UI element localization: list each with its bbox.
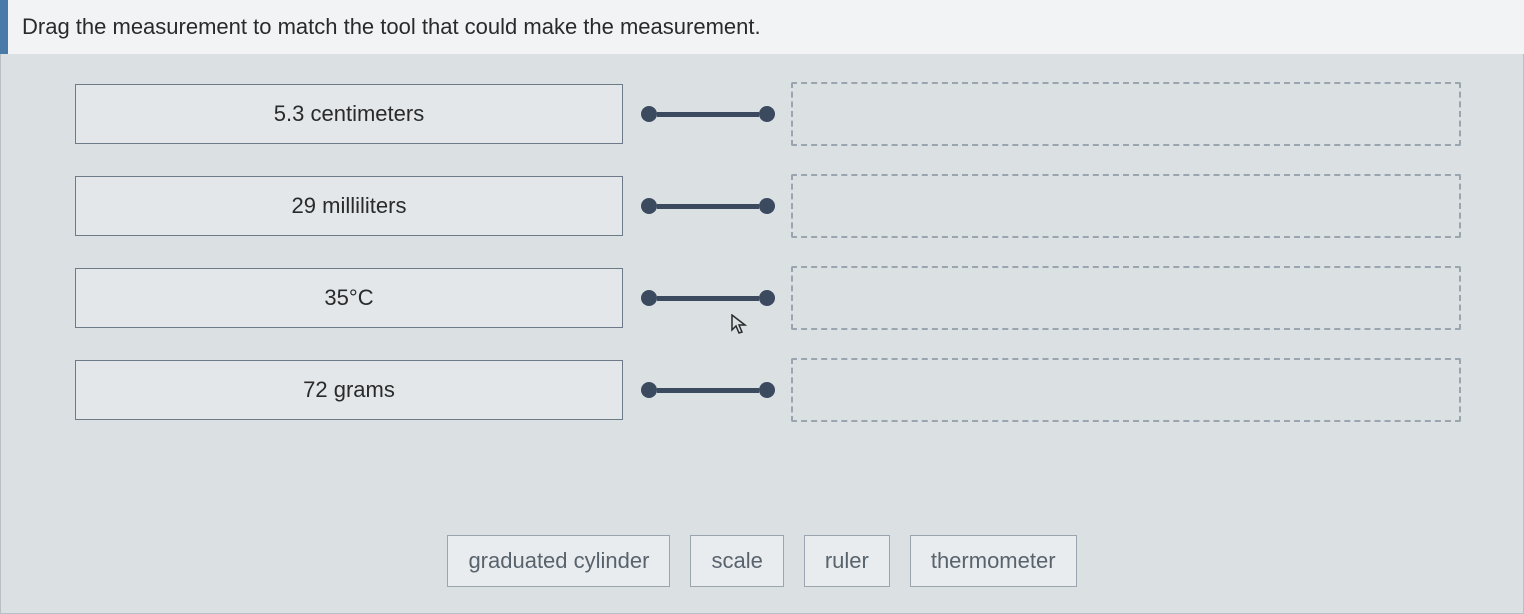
- connector: [641, 290, 775, 306]
- pool-item-label: scale: [711, 548, 762, 573]
- instruction-text: Drag the measurement to match the tool t…: [0, 0, 1524, 54]
- connector-dot-left: [641, 106, 657, 122]
- match-row: 72 grams: [25, 358, 1499, 422]
- activity-area: 5.3 centimeters 29 milliliters 35°C: [0, 54, 1524, 614]
- connector-dot-right: [759, 382, 775, 398]
- measurement-label: 5.3 centimeters: [274, 101, 424, 127]
- match-rows-container: 5.3 centimeters 29 milliliters 35°C: [25, 82, 1499, 422]
- pool-item-thermometer[interactable]: thermometer: [910, 535, 1077, 587]
- measurement-label: 72 grams: [303, 377, 395, 403]
- pool-item-label: ruler: [825, 548, 869, 573]
- drop-zone[interactable]: [791, 266, 1461, 330]
- match-row: 35°C: [25, 266, 1499, 330]
- pool-item-label: thermometer: [931, 548, 1056, 573]
- connector-dot-left: [641, 290, 657, 306]
- measurement-label: 29 milliliters: [292, 193, 407, 219]
- connector: [641, 106, 775, 122]
- connector-dot-right: [759, 290, 775, 306]
- connector-dot-right: [759, 198, 775, 214]
- measurement-box[interactable]: 72 grams: [75, 360, 623, 420]
- connector-dot-left: [641, 198, 657, 214]
- connector: [641, 382, 775, 398]
- connector-line: [657, 388, 759, 393]
- drop-zone[interactable]: [791, 174, 1461, 238]
- measurement-box[interactable]: 35°C: [75, 268, 623, 328]
- connector-line: [657, 204, 759, 209]
- drop-zone[interactable]: [791, 358, 1461, 422]
- connector-dot-right: [759, 106, 775, 122]
- match-row: 5.3 centimeters: [25, 82, 1499, 146]
- connector: [641, 198, 775, 214]
- measurement-box[interactable]: 29 milliliters: [75, 176, 623, 236]
- measurement-label: 35°C: [324, 285, 373, 311]
- pool-item-scale[interactable]: scale: [690, 535, 783, 587]
- drag-pool: graduated cylinder scale ruler thermomet…: [1, 535, 1523, 587]
- pool-item-graduated-cylinder[interactable]: graduated cylinder: [447, 535, 670, 587]
- connector-line: [657, 296, 759, 301]
- pool-item-label: graduated cylinder: [468, 548, 649, 573]
- pool-item-ruler[interactable]: ruler: [804, 535, 890, 587]
- connector-dot-left: [641, 382, 657, 398]
- match-row: 29 milliliters: [25, 174, 1499, 238]
- measurement-box[interactable]: 5.3 centimeters: [75, 84, 623, 144]
- drop-zone[interactable]: [791, 82, 1461, 146]
- connector-line: [657, 112, 759, 117]
